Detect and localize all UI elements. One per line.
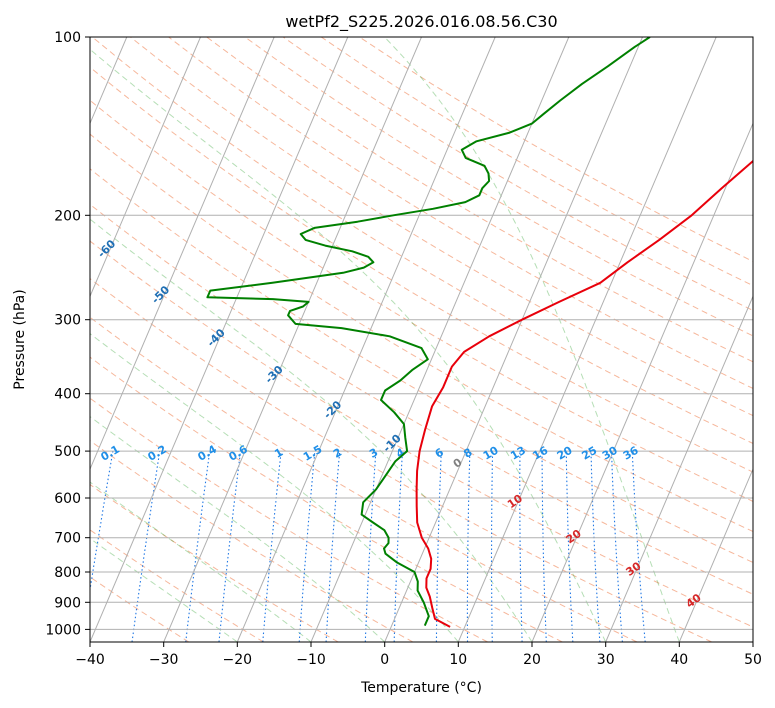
isotherm-gridline [678, 467, 753, 642]
y-tick-label: 300 [54, 313, 81, 329]
dry-adiabats [90, 37, 753, 642]
dry-adiabat-line [282, 37, 753, 312]
isotherm-gridline [90, 37, 349, 642]
dry-adiabat-line [90, 356, 563, 642]
moist-adiabat-line [90, 481, 312, 642]
x-tick-label: 0 [380, 652, 389, 668]
mixing-ratio-line [631, 451, 646, 642]
x-tick-label: 20 [523, 652, 541, 668]
dry-adiabat-line [90, 99, 753, 502]
moist-adiabat-line [90, 415, 386, 642]
dry-adiabat-line [90, 278, 712, 642]
y-tick-label: 900 [54, 595, 81, 611]
isotherm-gridline [531, 122, 753, 642]
y-tick-label: 1000 [45, 622, 81, 638]
x-tick-label: 40 [670, 652, 688, 668]
isotherm-gridline [90, 37, 201, 298]
temperature-profile-line [415, 159, 753, 628]
dry-adiabat-line [90, 483, 339, 642]
isotherm-gridline [457, 37, 717, 642]
dry-adiabat-line [168, 37, 753, 389]
isotherm-gridline [90, 37, 275, 471]
mixing-ratio-line [262, 451, 282, 642]
x-tick-label: −10 [296, 652, 326, 668]
isotherm-gridline [163, 37, 422, 642]
mixing-ratio-line [218, 451, 242, 642]
axes: −40 −30 −20 −10 0 10 20 30 40 50 1000 900 800 700 600 5… [45, 30, 762, 668]
plot-frame [89, 36, 754, 643]
isotherm-gridline [310, 37, 570, 642]
y-tick-label: 800 [54, 565, 81, 581]
moist-adiabat-line [90, 333, 459, 642]
mixing-ratio-line [298, 451, 316, 642]
mixing-ratio-line [90, 451, 114, 594]
gridlines [90, 37, 753, 642]
y-tick-label: 500 [54, 444, 81, 460]
dry-adiabat-line [90, 240, 753, 628]
dewpoint-profile-line [206, 37, 651, 626]
moist-adiabat-line [90, 48, 607, 642]
x-tick-label: 50 [744, 652, 762, 668]
x-tick-label: −30 [149, 652, 179, 668]
dry-adiabat-line [91, 37, 753, 445]
dry-adiabat-line [90, 529, 264, 642]
y-tick-label: 200 [54, 208, 81, 224]
x-axis-title: Temperature (°C) [360, 680, 482, 696]
isotherm-gridline [605, 295, 753, 642]
isotherm-gridline [384, 37, 643, 642]
x-tick-label: −20 [223, 652, 253, 668]
moist-adiabat-line [384, 37, 680, 642]
y-tick-label: 700 [54, 531, 81, 547]
y-axis-title: Pressure (hPa) [12, 289, 28, 389]
dry-adiabat-line [90, 133, 753, 533]
profile-series [206, 37, 753, 628]
dry-adiabat-line [130, 37, 753, 417]
x-tick-label: −40 [75, 652, 105, 668]
y-tick-label: 600 [54, 491, 81, 507]
y-tick-label: 400 [54, 387, 81, 403]
mixing-ratio-line [185, 451, 211, 642]
x-tick-label: 10 [449, 652, 467, 668]
dry-adiabat-line [90, 316, 638, 642]
dry-adiabat-line [90, 203, 753, 595]
chart-title: wetPf2_S225.2026.016.08.56.C30 [285, 12, 557, 32]
isotherm-gridline [236, 37, 496, 642]
dry-adiabat-line [244, 37, 753, 337]
x-tick-label: 30 [597, 652, 615, 668]
y-tick-label: 100 [54, 30, 81, 46]
